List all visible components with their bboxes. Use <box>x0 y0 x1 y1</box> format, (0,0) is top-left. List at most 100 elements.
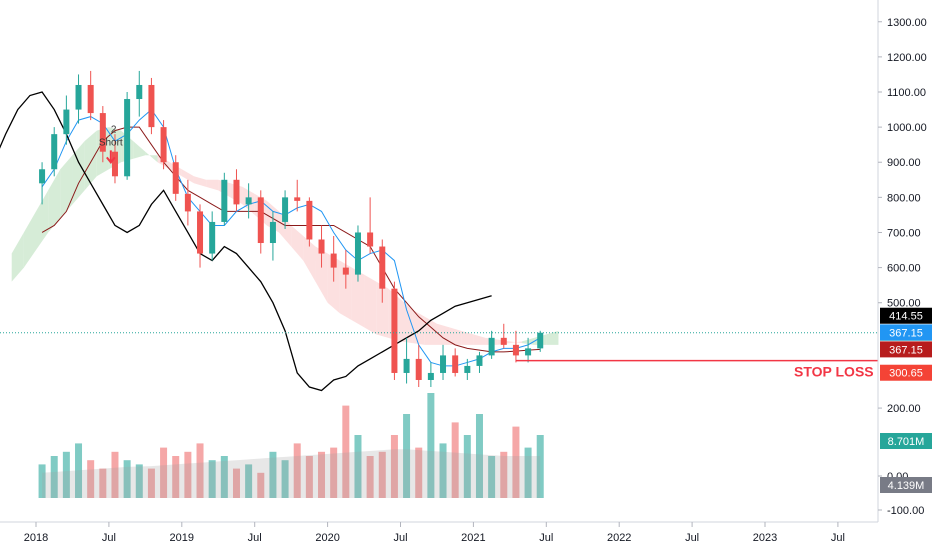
volume-bar <box>463 435 471 498</box>
volume-bar <box>354 435 362 498</box>
volume-bar <box>75 443 83 498</box>
candle-body <box>245 197 252 205</box>
cloud-segment <box>376 281 389 338</box>
candle-body <box>233 179 240 205</box>
price-candles <box>39 70 544 388</box>
candle-body <box>63 109 70 135</box>
cloud-segment <box>72 141 85 205</box>
volume-bar <box>245 464 253 498</box>
candle-body <box>415 358 422 380</box>
x-tick-label: 2021 <box>461 532 485 544</box>
candle-body <box>269 221 276 244</box>
price-axis[interactable]: 1300.00 1200.00 1100.00 1000.00 900.00 800.00… <box>878 17 927 517</box>
price-badge-text: 367.15 <box>889 327 923 339</box>
candle-body <box>172 162 179 194</box>
cloud-segment <box>145 151 158 163</box>
x-tick-label: Jul <box>831 532 845 544</box>
cloud-segment <box>84 130 97 191</box>
price-badge-text: 300.65 <box>889 368 923 380</box>
candle-body <box>197 211 204 254</box>
candle-body <box>209 221 216 254</box>
price-badge <box>880 341 932 358</box>
volume-bar <box>135 464 143 498</box>
volume-bars <box>38 393 544 498</box>
candle-body <box>136 84 143 100</box>
volume-badge-text: 8.701M <box>888 436 925 448</box>
stop-loss-label: STOP LOSS <box>794 364 874 380</box>
chikou-line <box>0 91 492 392</box>
candle-body <box>148 84 155 128</box>
candle-body <box>476 355 483 366</box>
candle-body <box>354 232 361 275</box>
y-tick-label: 900.00 <box>887 157 921 169</box>
candle-body <box>75 84 82 110</box>
annotation-text: 2 <box>111 124 117 135</box>
volume-bar <box>330 447 338 498</box>
cloud-segment <box>133 141 146 159</box>
volume-bar <box>342 405 350 498</box>
cloud-segment <box>23 211 36 268</box>
volume-bar <box>281 460 289 498</box>
cloud-segment <box>509 341 522 344</box>
price-badge <box>880 324 932 341</box>
time-axis[interactable]: 2018 Jul 2019 Jul 2020 Jul 2021 Jul 2022 Jul 2023 J… <box>24 522 845 544</box>
chart-overlays: STOP LOSS 2 Short <box>0 124 878 380</box>
candle-body <box>464 365 471 373</box>
volume-bar <box>305 456 313 498</box>
candle-body <box>367 232 374 247</box>
candle-body <box>51 134 58 170</box>
cloud-segment <box>473 334 486 345</box>
y-tick-label: 500.00 <box>887 298 921 310</box>
volume-bar <box>62 451 70 498</box>
volume-bar <box>524 447 532 498</box>
volume-bar <box>415 447 423 498</box>
cloud-segment <box>303 235 316 282</box>
candle-body <box>184 193 191 212</box>
volume-bar <box>232 468 240 498</box>
volume-badge <box>880 433 932 449</box>
cloud-segment <box>424 316 437 345</box>
candle-body <box>427 372 434 380</box>
x-tick-label: 2018 <box>24 532 48 544</box>
volume-bar <box>172 456 180 498</box>
volume-bar <box>451 422 459 498</box>
candle-body <box>452 355 459 373</box>
volume-bar <box>293 443 301 498</box>
candle-body <box>257 197 264 244</box>
volume-badge-text: 4.139M <box>888 480 925 492</box>
volume-bar <box>50 456 58 498</box>
volume-bar <box>160 447 168 498</box>
cloud-segment <box>449 327 462 345</box>
cloud-segment <box>351 267 365 328</box>
candle-body <box>342 267 349 275</box>
x-tick-label: 2023 <box>753 532 777 544</box>
volume-bar <box>475 414 483 498</box>
ichimoku-cloud <box>11 127 559 345</box>
candle-body <box>525 348 532 356</box>
cloud-segment <box>546 330 559 345</box>
x-tick-label: Jul <box>685 532 699 544</box>
candle-body <box>318 239 325 254</box>
volume-bar <box>403 414 411 498</box>
volume-bar <box>378 451 386 498</box>
x-tick-label: Jul <box>102 532 116 544</box>
y-tick-label: 600.00 <box>887 263 921 275</box>
volume-bar <box>220 456 228 498</box>
cloud-segment <box>339 260 352 321</box>
volume-bar <box>38 464 46 498</box>
y-tick-label: 1300.00 <box>887 17 927 29</box>
volume-bar <box>536 435 544 498</box>
cloud-segment <box>60 155 73 219</box>
volume-bar <box>257 472 265 498</box>
x-tick-label: 2022 <box>607 532 631 544</box>
volume-bar <box>123 460 131 498</box>
y-tick-label: 1200.00 <box>887 52 927 64</box>
price-badge-text: 367.15 <box>889 344 923 356</box>
volume-bar <box>366 456 374 498</box>
candle-body <box>282 197 289 222</box>
price-labels: 414.55414.55367.15367.15300.658.701M4.13… <box>880 307 932 493</box>
x-tick-label: Jul <box>248 532 262 544</box>
volume-bar <box>500 451 508 498</box>
annotation-text: Short <box>99 137 123 148</box>
